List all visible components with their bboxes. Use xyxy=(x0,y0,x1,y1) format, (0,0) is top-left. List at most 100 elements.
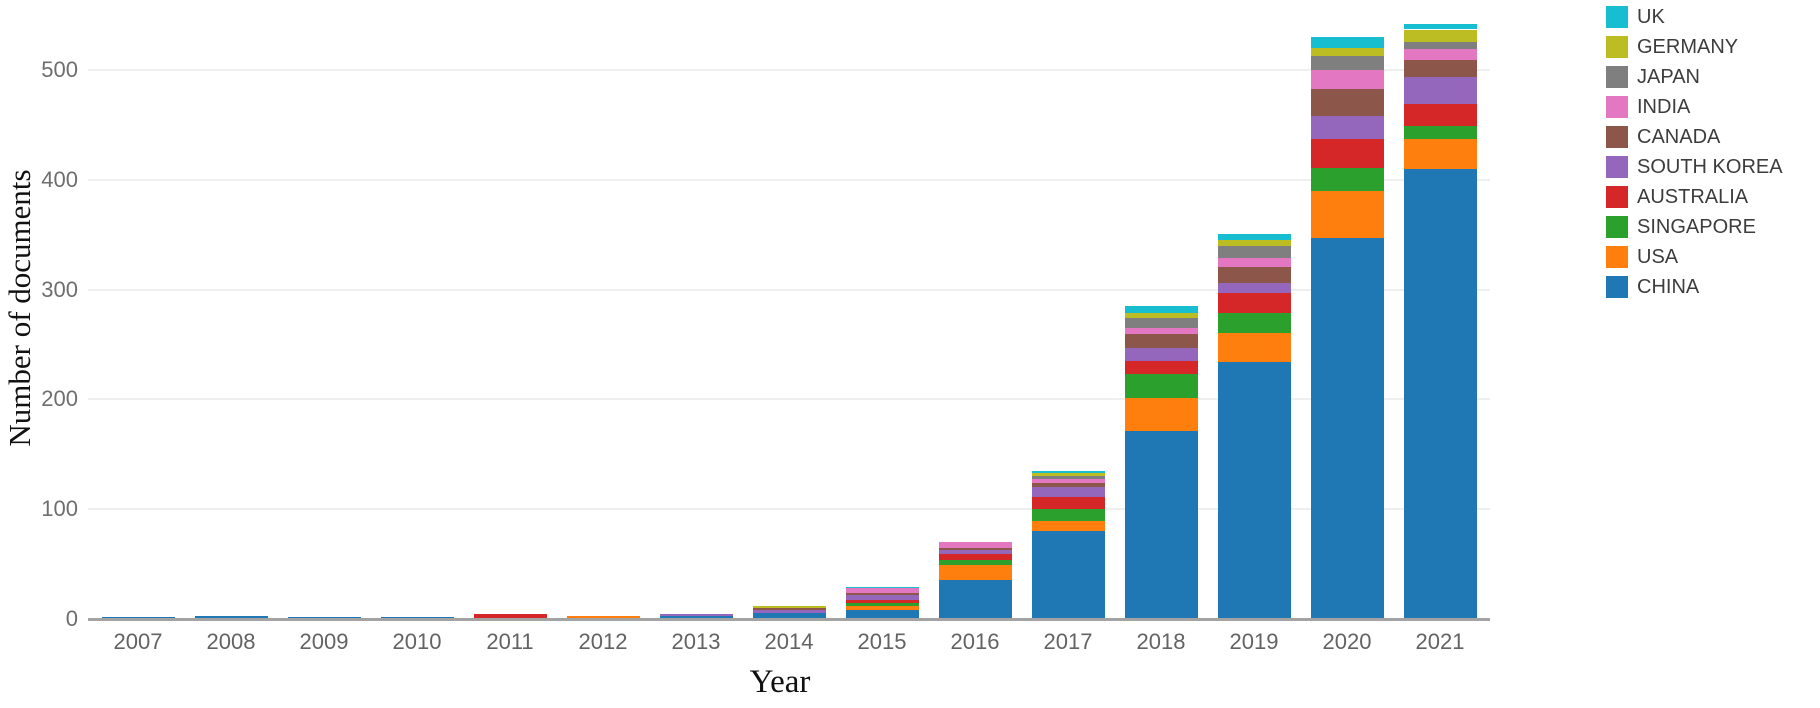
bar-segment-2017-singapore xyxy=(1031,509,1105,522)
bar-segment-2021-china xyxy=(1403,168,1477,618)
bar-segment-2018-singapore xyxy=(1124,374,1198,399)
bar-segment-2018-canada xyxy=(1124,333,1198,348)
bar-segment-2017-india xyxy=(1031,478,1105,483)
bar-segment-2019-china xyxy=(1217,362,1291,618)
legend-label: USA xyxy=(1637,245,1679,268)
legend-label: SOUTH KOREA xyxy=(1637,155,1783,178)
bar-segment-2016-usa xyxy=(938,565,1012,580)
bar-segment-2021-canada xyxy=(1403,60,1477,77)
legend-label: JAPAN xyxy=(1637,65,1700,88)
x-tick-label-2013: 2013 xyxy=(671,629,721,654)
legend-item-china: CHINA xyxy=(1606,276,1783,298)
bar-segment-2016-south-korea xyxy=(938,549,1012,555)
x-tick-label-2015: 2015 xyxy=(857,629,907,654)
bar-segment-2018-australia xyxy=(1124,361,1198,375)
bar-segment-2021-usa xyxy=(1403,139,1477,169)
bar-segment-2017-japan xyxy=(1031,476,1105,479)
bar-segment-2017-china xyxy=(1031,531,1105,618)
bar-segment-2020-australia xyxy=(1310,139,1384,168)
bar-segment-2021-uk xyxy=(1403,24,1477,30)
bar-segment-2013-china xyxy=(659,615,733,618)
legend-label: SINGAPORE xyxy=(1637,215,1756,238)
bar-segment-2012-usa xyxy=(566,615,640,618)
bar-segment-2018-uk xyxy=(1124,306,1198,313)
x-axis-line xyxy=(88,618,1490,621)
x-tick-label-2019: 2019 xyxy=(1229,629,1279,654)
legend-item-japan: JAPAN xyxy=(1606,66,1783,88)
gridline-200 xyxy=(88,398,1490,401)
legend-item-canada: CANADA xyxy=(1606,126,1783,148)
bar-segment-2019-uk xyxy=(1217,233,1291,241)
x-tick-label-2012: 2012 xyxy=(578,629,628,654)
bar-segment-2016-australia xyxy=(938,554,1012,560)
bar-segment-2009-china xyxy=(287,616,361,618)
bar-segment-2018-germany xyxy=(1124,312,1198,319)
bar-segment-2018-south-korea xyxy=(1124,347,1198,362)
bar-2014 xyxy=(752,0,826,619)
gridline-500 xyxy=(88,69,1490,71)
bar-2011 xyxy=(473,0,547,619)
legend-swatch-icon xyxy=(1606,36,1628,58)
bar-2018 xyxy=(1124,0,1198,619)
y-tick-label: 500 xyxy=(41,57,78,82)
legend-item-australia: AUSTRALIA xyxy=(1606,186,1783,208)
bar-segment-2015-canada xyxy=(845,592,919,595)
bar-segment-2020-singapore xyxy=(1310,167,1384,191)
bar-segment-2016-china xyxy=(938,579,1012,618)
bar-segment-2015-usa xyxy=(845,605,919,611)
legend-item-singapore: SINGAPORE xyxy=(1606,216,1783,238)
bar-segment-2020-germany xyxy=(1310,48,1384,56)
bar-2008 xyxy=(194,0,268,619)
x-tick-label-2007: 2007 xyxy=(113,629,163,654)
bar-segment-2019-usa xyxy=(1217,332,1291,363)
bar-segment-2015-south-korea xyxy=(845,594,919,601)
bar-2013 xyxy=(659,0,733,619)
bar-segment-2018-japan xyxy=(1124,318,1198,329)
bar-segment-2021-japan xyxy=(1403,41,1477,50)
x-axis-title: Year xyxy=(749,664,811,700)
legend-item-uk: UK xyxy=(1606,6,1783,28)
bar-2016 xyxy=(938,0,1012,619)
bar-segment-2021-australia xyxy=(1403,104,1477,127)
legend-label: GERMANY xyxy=(1637,35,1739,58)
bar-segment-2020-india xyxy=(1310,70,1384,89)
bar-segment-2014-south-korea xyxy=(752,610,826,613)
y-tick-label: 0 xyxy=(65,606,78,631)
x-tick-label-2009: 2009 xyxy=(299,629,349,654)
x-tick-label-2010: 2010 xyxy=(392,629,442,654)
x-tick-label-2008: 2008 xyxy=(206,629,256,654)
x-tick-label-2018: 2018 xyxy=(1136,629,1186,654)
legend-item-usa: USA xyxy=(1606,246,1783,268)
bar-2009 xyxy=(287,0,361,619)
bar-2017 xyxy=(1031,0,1105,619)
gridline-100 xyxy=(88,508,1490,511)
legend-label: UK xyxy=(1637,5,1665,28)
legend-swatch-icon xyxy=(1606,186,1628,208)
bar-segment-2017-uk xyxy=(1031,470,1105,474)
bar-segment-2017-canada xyxy=(1031,482,1105,488)
bar-segment-2020-south-korea xyxy=(1310,116,1384,140)
bar-segment-2020-china xyxy=(1310,238,1384,618)
bar-segment-2010-china xyxy=(380,616,454,618)
legend-swatch-icon xyxy=(1606,216,1628,238)
x-tick-label-2017: 2017 xyxy=(1043,629,1093,654)
bar-segment-2019-germany xyxy=(1217,240,1291,246)
bar-segment-2018-china xyxy=(1124,431,1198,618)
legend: UK GERMANY JAPAN INDIA CANADA SOUTH KOREA AUST… xyxy=(1606,6,1783,306)
bar-2020 xyxy=(1310,0,1384,619)
plot-area: Number of documents Year 0 100 200 300 400 50… xyxy=(2,0,1490,700)
bar-2019 xyxy=(1217,0,1291,619)
bar-segment-2019-south-korea xyxy=(1217,283,1291,293)
bar-segment-2016-singapore xyxy=(938,559,1012,566)
bar-segment-2015-uk xyxy=(845,587,919,589)
bar-segment-2015-china xyxy=(845,610,919,618)
bar-segment-2020-canada xyxy=(1310,88,1384,117)
legend-swatch-icon xyxy=(1606,66,1628,88)
gridline-400 xyxy=(88,178,1490,181)
bar-segment-2017-south-korea xyxy=(1031,487,1105,498)
bar-2012 xyxy=(566,0,640,619)
bar-segment-2015-australia xyxy=(845,600,919,603)
bar-segment-2019-singapore xyxy=(1217,312,1291,333)
bar-segment-2016-india xyxy=(938,542,1012,548)
